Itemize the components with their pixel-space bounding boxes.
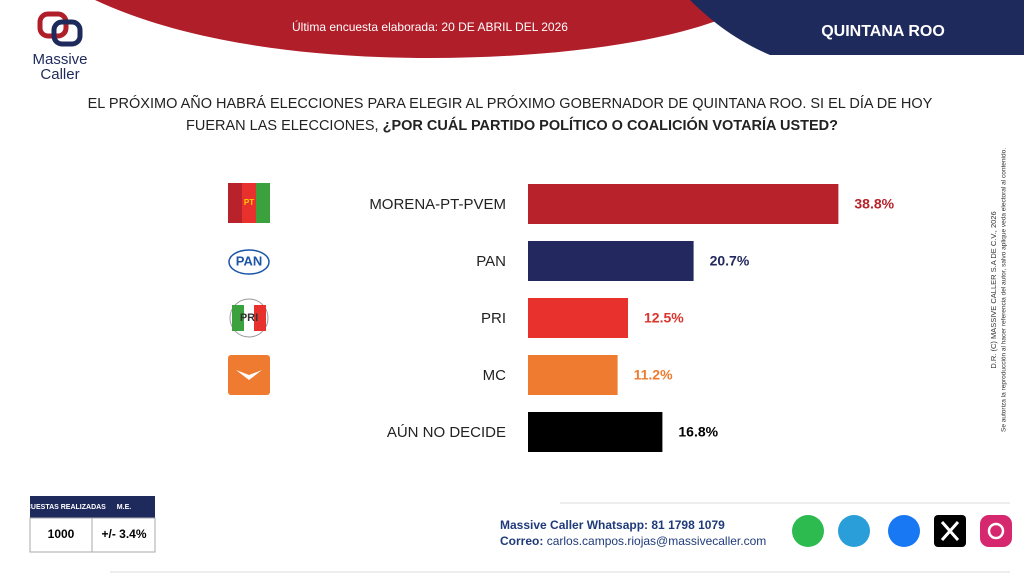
bar xyxy=(528,355,618,395)
value-label: 16.8% xyxy=(678,424,718,440)
question-emphasis: ¿POR CUÁL PARTIDO POLÍTICO O COALICIÓN V… xyxy=(383,116,839,134)
bar xyxy=(528,412,663,452)
copyright: Se autoriza la reproducción al hacer ref… xyxy=(1001,148,1008,432)
question-part: FUERAN LAS ELECCIONES, xyxy=(186,118,379,134)
contact-whatsapp: Massive Caller Whatsapp: 81 1798 1079 xyxy=(500,518,725,532)
category-label: PAN xyxy=(476,253,506,270)
brand-logo xyxy=(37,11,83,47)
table-cell: 1000 xyxy=(48,527,75,541)
category-label: MORENA-PT-PVEM xyxy=(369,196,506,213)
bar xyxy=(528,241,694,281)
question: EL PRÓXIMO AÑO HABRÁ ELECCIONES PARA ELE… xyxy=(88,95,933,112)
telegram-icon[interactable] xyxy=(838,515,870,547)
bar xyxy=(528,184,839,224)
table-cell: +/- 3.4% xyxy=(101,527,146,541)
bar xyxy=(528,298,628,338)
table-header: ENCUESTAS REALIZADAS xyxy=(16,504,106,511)
header-swoosh xyxy=(95,0,760,58)
facebook-icon[interactable] xyxy=(888,515,920,547)
header-region-bg xyxy=(690,0,1024,55)
brand-line: Massive xyxy=(32,51,87,68)
category-label: MC xyxy=(483,367,506,384)
value-label: 38.8% xyxy=(854,196,894,212)
social-icons xyxy=(792,515,1012,547)
category-label: AÚN NO DECIDE xyxy=(387,424,506,441)
brand-line: Caller xyxy=(40,66,79,83)
question: FUERAN LAS ELECCIONES, ¿POR CUÁL PARTIDO… xyxy=(186,116,838,134)
value-label: 12.5% xyxy=(644,310,684,326)
region: QUINTANA ROO xyxy=(821,23,945,40)
survey-date: Última encuesta elaborada: 20 DE ABRIL D… xyxy=(292,19,568,34)
email: carlos.campos.riojas@massivecaller.com xyxy=(547,534,767,548)
survey-table: ENCUESTAS REALIZADAS M.E. 1000 +/- 3.4% xyxy=(16,496,156,553)
contact-email: Correo: carlos.campos.riojas@massivecall… xyxy=(500,534,766,548)
whatsapp-icon[interactable] xyxy=(792,515,824,547)
logo-text: PAN xyxy=(236,253,262,268)
value-label: 20.7% xyxy=(710,253,750,269)
party-logos: PT PAN PRI xyxy=(228,183,270,395)
bar-chart: MORENA-PT-PVEM 38.8% PAN 20.7% PRI 12.5% MC 11.… xyxy=(369,184,895,452)
email-label: Correo: xyxy=(500,534,543,548)
table-header: M.E. xyxy=(117,504,131,511)
category-label: PRI xyxy=(481,310,506,327)
value-label: 11.2% xyxy=(634,367,673,383)
instagram-icon[interactable] xyxy=(980,515,1012,547)
copyright: D.R. (C) MASSIVE CALLER S.A DE C.V., 202… xyxy=(989,211,998,368)
logo-text: PT xyxy=(244,198,254,207)
logo-text: PRI xyxy=(240,312,258,324)
